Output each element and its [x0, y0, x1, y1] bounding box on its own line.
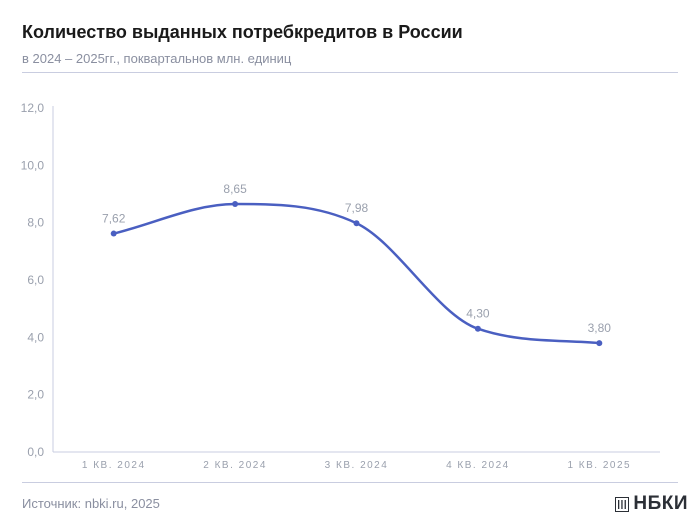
data-point — [232, 201, 239, 208]
x-tick-label: 1 КВ. 2024 — [82, 460, 146, 471]
chart-subtitle: в 2024 – 2025гг., поквартальнов млн. еди… — [22, 51, 292, 66]
data-labels: 7,62 8,65 7,98 4,30 3,80 — [102, 182, 611, 335]
data-label: 7,98 — [345, 201, 369, 215]
data-label: 8,65 — [223, 182, 247, 196]
source-note: Источник: nbki.ru, 2025 — [22, 496, 160, 511]
y-tick-label: 0,0 — [27, 445, 44, 459]
header-divider — [22, 72, 678, 73]
chart-title: Количество выданных потребкредитов в Рос… — [22, 22, 463, 42]
y-tick-label: 10,0 — [21, 158, 45, 172]
data-point — [474, 325, 481, 332]
x-tick-label: 2 КВ. 2024 — [203, 460, 267, 471]
line-chart: 0,0 2,0 4,0 6,0 8,0 10,0 12,0 1 КВ. 2024 2 КВ. … — [21, 101, 660, 471]
y-tick-label: 4,0 — [27, 330, 44, 344]
logo-mark-icon — [615, 496, 630, 512]
data-point — [353, 220, 360, 227]
x-tick-label: 4 КВ. 2024 — [446, 460, 510, 471]
series — [110, 201, 603, 347]
footer-divider — [22, 482, 678, 483]
logo-text: НБКИ — [633, 493, 688, 514]
data-label: 7,62 — [102, 212, 126, 226]
y-tick-label: 12,0 — [21, 101, 45, 115]
data-point — [110, 230, 117, 237]
y-axis: 0,0 2,0 4,0 6,0 8,0 10,0 12,0 — [21, 101, 54, 459]
x-tick-label: 3 КВ. 2024 — [325, 460, 389, 471]
nbki-logo: НБКИ — [615, 493, 688, 515]
data-label: 4,30 — [466, 307, 490, 321]
x-axis: 1 КВ. 2024 2 КВ. 2024 3 КВ. 2024 4 КВ. 2024… — [53, 451, 660, 471]
y-tick-label: 8,0 — [27, 216, 44, 230]
y-tick-label: 6,0 — [27, 273, 44, 287]
data-label: 3,80 — [588, 321, 612, 335]
y-tick-label: 2,0 — [27, 388, 44, 402]
data-point — [596, 340, 603, 347]
x-tick-label: 1 КВ. 2025 — [567, 460, 631, 471]
